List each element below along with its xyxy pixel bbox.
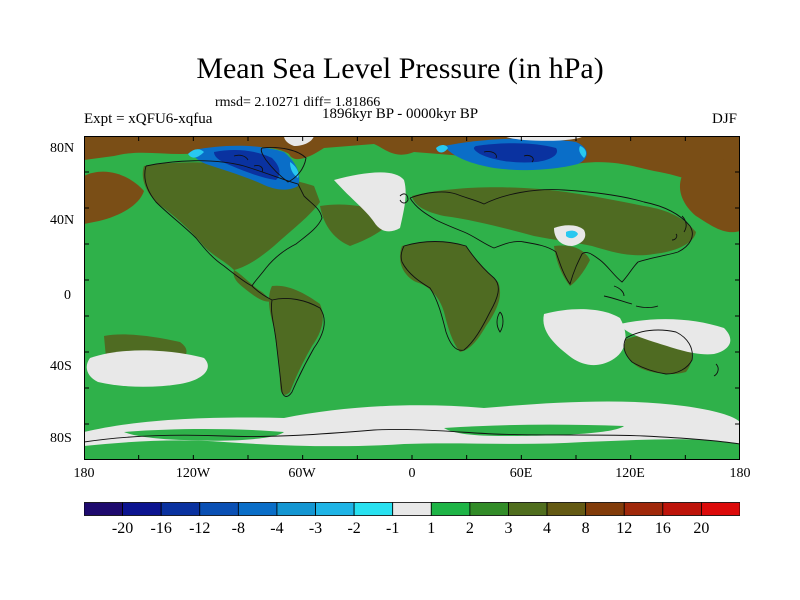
green-tongue-southern-ocean: [124, 429, 284, 441]
negative-anomaly-greenland-rim: [188, 149, 299, 178]
coastline-madagascar: [496, 311, 504, 333]
negative-anomaly-siberia-core: [473, 143, 558, 163]
rmsd-diff-stats: rmsd= 2.10271 diff= 1.81866: [215, 95, 381, 110]
season-label: DJF: [712, 111, 738, 127]
colorbar: [84, 502, 740, 516]
lon-label-60w: 60W: [288, 466, 316, 481]
tibet-negative-core: [566, 230, 578, 239]
colorbar-label: 2: [465, 520, 474, 537]
olive-africa: [399, 241, 501, 352]
colorbar-swatch: [276, 502, 316, 516]
colorbar-label: 20: [693, 520, 710, 537]
map-panel: [84, 136, 740, 460]
lon-label-120e: 120E: [615, 466, 645, 481]
coastlines: [84, 147, 740, 445]
colorbar-label: 16: [654, 520, 671, 537]
lon-label-180w: 180: [73, 466, 95, 481]
near-zero-southwest-pacific: [620, 319, 731, 355]
coastline-south-america: [271, 297, 325, 397]
near-zero-north-atlantic: [334, 172, 406, 232]
coastline-antarctica: [84, 429, 740, 445]
colorbar-swatch: [701, 502, 740, 516]
coastline-north-america: [144, 160, 323, 287]
coastline-central-america: [251, 285, 273, 301]
colorbar-swatch: [199, 502, 239, 516]
colorbar-swatch: [237, 502, 278, 516]
colorbar-label: -12: [189, 520, 211, 537]
colorbar-label: -3: [308, 520, 323, 537]
colorbar-label: 4: [543, 520, 552, 537]
colorbar-label: 12: [616, 520, 633, 537]
colorbar-swatch: [84, 502, 123, 516]
lon-label-0: 0: [408, 466, 416, 481]
coastline-uk: [399, 193, 409, 204]
colorbar-swatch: [315, 502, 355, 516]
colorbar-label: -1: [386, 520, 400, 537]
lat-label-0: 0: [64, 288, 71, 303]
pressure-anomaly-map: [84, 136, 740, 460]
brown-region-northeast: [679, 156, 740, 233]
colorbar-label: 8: [581, 520, 590, 537]
coastline-africa: [400, 241, 499, 351]
colorbar-swatch: [160, 502, 201, 516]
period-label: 1896kyr BP - 0000kyr BP: [322, 106, 479, 122]
brown-region-northwest: [84, 171, 144, 224]
near-zero-indian-ocean: [543, 309, 626, 366]
lon-label-120w: 120W: [175, 466, 211, 481]
lat-label-80n: 80N: [50, 141, 75, 156]
coastline-eurasia: [409, 189, 693, 285]
colorbar-label: -2: [347, 520, 361, 537]
lon-label-180e: 180: [729, 466, 751, 481]
colorbar-swatch: [392, 502, 432, 516]
colorbar-label: 1: [427, 520, 436, 537]
colorbar-label: -16: [150, 520, 172, 537]
lat-label-40s: 40S: [50, 359, 72, 374]
map-title: Mean Sea Level Pressure (in hPa): [196, 52, 604, 85]
lat-label-80s: 80S: [50, 431, 72, 446]
map-ticks: [84, 136, 740, 460]
colorbar-swatch: [546, 502, 587, 516]
colorbar-swatch: [430, 502, 471, 516]
colorbar-label: 3: [504, 520, 513, 537]
colorbar-swatch: [623, 502, 664, 516]
colorbar-swatch: [508, 502, 548, 516]
olive-europe-asia: [412, 187, 696, 256]
olive-central-america: [233, 270, 272, 302]
green-tongue-southern-ocean-2: [444, 424, 624, 436]
coastline-indonesia: [603, 285, 659, 308]
colorbar-swatch: [662, 502, 702, 516]
coastline-japan: [671, 215, 687, 241]
colorbar-label: -20: [111, 520, 134, 537]
near-zero-southeast-pacific: [86, 350, 208, 387]
colorbar-label: -8: [231, 520, 245, 537]
colorbar-label: -4: [270, 520, 284, 537]
experiment-label: Expt = xQFU6-xqfua: [84, 111, 213, 127]
coastline-australia: [623, 329, 693, 375]
olive-south-america: [268, 285, 323, 395]
coastline-greenland: [260, 147, 307, 183]
coastline-new-zealand: [713, 363, 719, 377]
colorbar-swatch: [469, 502, 509, 516]
lon-label-60e: 60E: [509, 466, 533, 481]
colorbar-swatch: [122, 502, 162, 516]
coastline-arctic-islands: [233, 151, 534, 173]
lat-label-40n: 40N: [50, 213, 75, 228]
colorbar-swatch: [585, 502, 625, 516]
olive-north-america: [142, 162, 320, 270]
colorbar-swatch: [353, 502, 394, 516]
